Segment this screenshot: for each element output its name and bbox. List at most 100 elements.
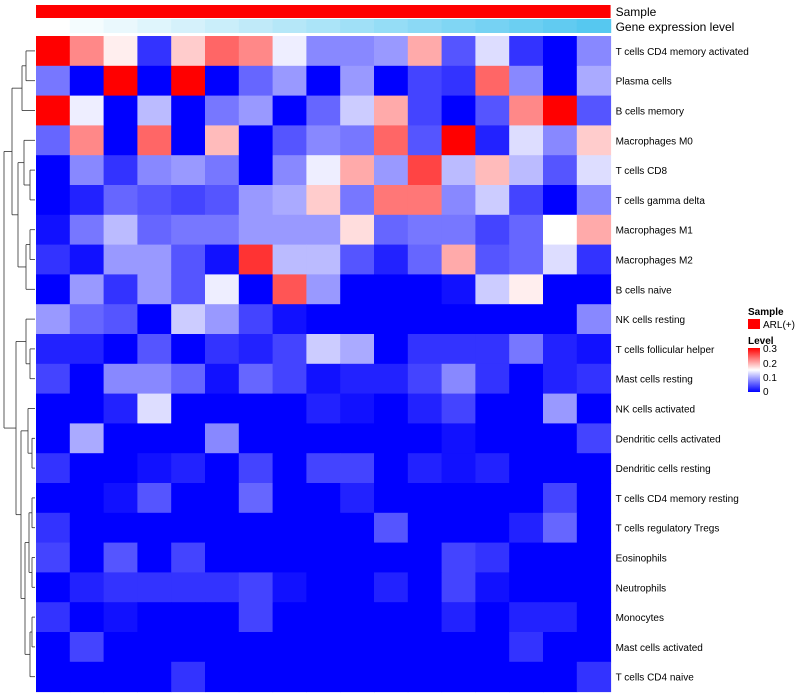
expression-level-annotation-cell	[272, 19, 307, 33]
heatmap-cell	[576, 214, 612, 246]
heatmap-cell	[509, 185, 544, 216]
heatmap-cell	[441, 542, 476, 573]
heatmap-cell	[340, 453, 375, 484]
heatmap-cell	[137, 36, 172, 67]
heatmap-cell	[137, 363, 172, 395]
heatmap-cell	[69, 274, 105, 305]
heatmap-cell	[306, 393, 341, 424]
heatmap-cell	[543, 453, 578, 484]
heatmap-cell	[205, 155, 240, 186]
heatmap-cell	[374, 542, 409, 573]
heatmap-cell	[576, 125, 612, 156]
heatmap-cell	[272, 125, 307, 156]
heatmap-cell	[69, 36, 105, 67]
heatmap-cell	[441, 483, 476, 514]
heatmap-cell	[509, 661, 544, 693]
heatmap-cell	[272, 304, 307, 335]
heatmap-cell	[272, 363, 307, 395]
heatmap-cell	[441, 304, 476, 335]
heatmap-cell	[509, 512, 544, 544]
heatmap-cell	[475, 542, 510, 573]
heatmap-cell	[205, 423, 240, 454]
heatmap-cell	[441, 512, 476, 544]
heatmap-cell	[238, 125, 274, 156]
heatmap-cell	[205, 542, 240, 573]
heatmap-cell	[306, 36, 341, 67]
heatmap-cell	[36, 125, 71, 156]
heatmap-cell	[272, 214, 307, 246]
heatmap-cell	[407, 363, 443, 395]
heatmap-cell	[137, 483, 172, 514]
row-label: NK cells resting	[616, 315, 685, 326]
heatmap-cell	[475, 393, 510, 424]
expression-level-annotation-cell	[509, 19, 544, 33]
heatmap-cell	[137, 95, 172, 126]
heatmap-cell	[137, 334, 172, 365]
heatmap-cell	[137, 274, 172, 305]
heatmap-cell	[475, 155, 510, 186]
row-label: T cells CD8	[616, 166, 668, 177]
heatmap-cell	[272, 95, 307, 126]
heatmap-cell	[306, 363, 341, 395]
heatmap-cell	[475, 423, 510, 454]
heatmap-cell	[103, 602, 138, 633]
heatmap-cell	[340, 602, 375, 633]
heatmap-cell	[441, 632, 476, 663]
heatmap-cell	[441, 572, 476, 603]
heatmap-cell	[576, 155, 612, 186]
heatmap-cell	[407, 155, 443, 186]
heatmap-cell	[272, 244, 307, 275]
heatmap-cell	[509, 65, 544, 97]
heatmap-cell	[272, 542, 307, 573]
heatmap-cell	[103, 661, 138, 693]
heatmap-cell	[576, 393, 612, 424]
heatmap-cell	[306, 661, 341, 693]
heatmap-cell	[69, 542, 105, 573]
heatmap-cell	[441, 125, 476, 156]
heatmap-cell	[340, 304, 375, 335]
expression-level-annotation-cell	[543, 19, 578, 33]
heatmap-cell	[272, 512, 307, 544]
heatmap-cell	[103, 274, 138, 305]
heatmap-cell	[407, 36, 443, 67]
heatmap-cell	[543, 661, 578, 693]
heatmap-cell	[36, 95, 71, 126]
heatmap-cell	[69, 423, 105, 454]
heatmap-cell	[475, 185, 510, 216]
heatmap-cell	[509, 214, 544, 246]
row-label: Macrophages M1	[616, 226, 694, 237]
row-label: Plasma cells	[616, 77, 672, 88]
heatmap-cell	[171, 125, 206, 156]
heatmap-cell	[69, 572, 105, 603]
heatmap-cell	[340, 661, 375, 693]
heatmap-cell	[36, 65, 71, 97]
heatmap-cell	[238, 423, 274, 454]
heatmap-cell	[576, 423, 612, 454]
heatmap-cell	[238, 602, 274, 633]
heatmap-cell	[509, 483, 544, 514]
heatmap-cell	[36, 572, 71, 603]
heatmap-cell	[171, 632, 206, 663]
heatmap-cell	[475, 602, 510, 633]
heatmap-cell	[238, 185, 274, 216]
heatmap-cell	[441, 155, 476, 186]
heatmap-cell	[543, 632, 578, 663]
heatmap-cell	[576, 661, 612, 693]
heatmap-cell	[509, 632, 544, 663]
heatmap-cell	[441, 334, 476, 365]
heatmap-cell	[306, 304, 341, 335]
heatmap-cell	[69, 304, 105, 335]
heatmap-cell	[340, 155, 375, 186]
heatmap-cell	[238, 661, 274, 693]
heatmap-cell	[441, 214, 476, 246]
heatmap-cell	[475, 214, 510, 246]
heatmap-cell	[205, 244, 240, 275]
expression-level-annotation-cell	[576, 19, 612, 33]
heatmap-cell	[103, 393, 138, 424]
heatmap-cell	[205, 602, 240, 633]
heatmap-cell	[340, 572, 375, 603]
heatmap-cell	[509, 304, 544, 335]
heatmap-cell	[205, 483, 240, 514]
heatmap-cell	[103, 95, 138, 126]
legend-level-tick-1: 0.2	[763, 359, 777, 370]
